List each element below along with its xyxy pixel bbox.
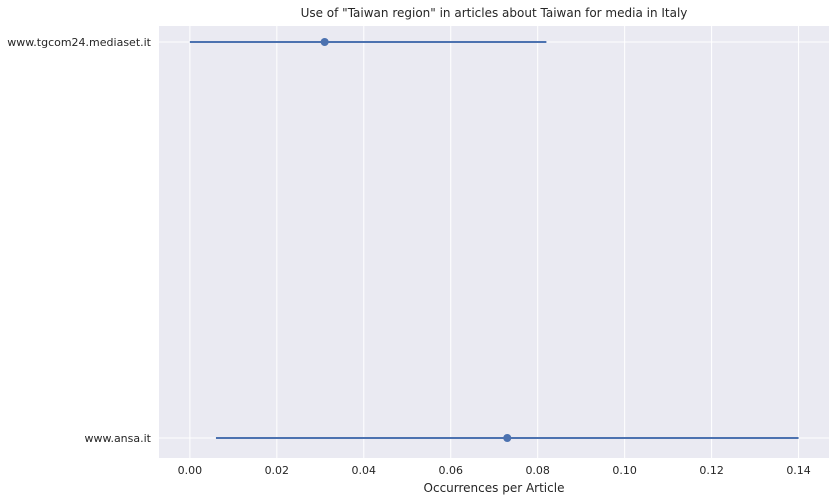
x-tick-label: 0.10 xyxy=(612,464,637,477)
x-axis-label: Occurrences per Article xyxy=(424,481,565,495)
x-tick-label: 0.12 xyxy=(699,464,724,477)
x-tick-label: 0.08 xyxy=(525,464,550,477)
x-tick-label: 0.00 xyxy=(178,464,203,477)
data-point xyxy=(503,434,512,442)
y-tick-label: www.tgcom24.mediaset.it xyxy=(7,36,151,49)
chart-title: Use of "Taiwan region" in articles about… xyxy=(301,6,688,20)
plot-area xyxy=(159,26,829,458)
x-tick-label: 0.06 xyxy=(438,464,463,477)
data-marks xyxy=(189,38,799,442)
x-tick-label: 0.02 xyxy=(265,464,290,477)
x-tick-label: 0.04 xyxy=(352,464,377,477)
y-tick-label: www.ansa.it xyxy=(84,432,151,445)
axis-ticks: 0.00 0.02 0.04 0.06 0.08 0.10 0.12 0.14 www.tgco… xyxy=(7,36,811,477)
data-point xyxy=(320,38,329,46)
x-tick-label: 0.14 xyxy=(786,464,811,477)
